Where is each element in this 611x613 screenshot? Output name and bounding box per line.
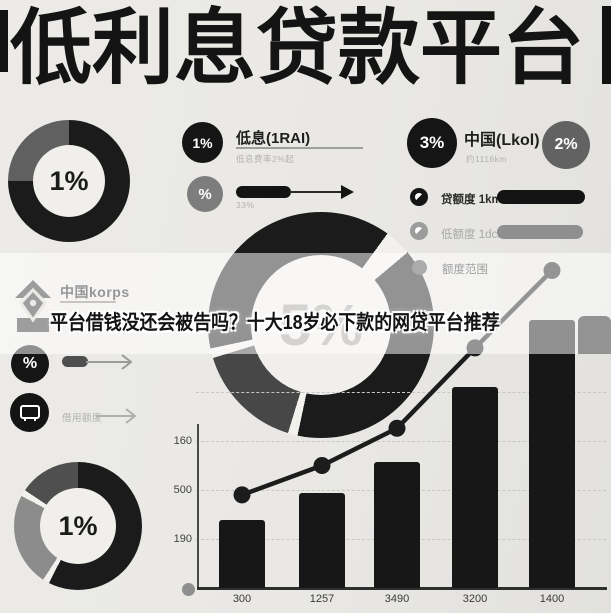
divider-line (236, 147, 363, 149)
bar (452, 387, 498, 588)
bar (299, 492, 345, 588)
brand-label: 中国korps (60, 284, 130, 300)
brand-underline (60, 301, 116, 303)
quota-bar-dark (497, 190, 585, 204)
donut-chart-top-left: 1% (8, 120, 130, 242)
low-interest-subtitle: 低息费率2%起 (236, 154, 295, 164)
arrow-shaft (289, 191, 341, 193)
right-edge-glyph-fragment (602, 6, 611, 84)
x-tick-label: 300 (232, 593, 252, 605)
china-badge-primary: 3% (407, 118, 457, 168)
origin-dot-icon (182, 583, 195, 596)
x-tick-label: 1257 (309, 593, 335, 605)
overlay-headline: 平台借钱没还会被告吗？十大18岁必下款的网贷平台推荐 (50, 312, 500, 334)
y-tick-label: 160 (173, 435, 192, 447)
bar (529, 320, 575, 588)
bar (374, 461, 420, 588)
low-interest-badge: 1% (182, 122, 223, 163)
rate-label: 33% (236, 200, 255, 210)
china-badge-secondary: 2% (542, 121, 590, 169)
gauge-icon (410, 222, 428, 240)
donut-value: 1% (40, 488, 116, 564)
y-tick-label: 500 (173, 484, 192, 496)
line-point (388, 419, 406, 437)
china-panel-title: 中国(Lkol) (464, 132, 540, 149)
x-tick-label: 1400 (539, 593, 565, 605)
arrow-right-icon (96, 408, 137, 424)
line-point (313, 457, 331, 474)
bar (219, 520, 265, 588)
arrow-head-icon (341, 185, 354, 199)
legend-dot-icon (412, 260, 427, 275)
mini-pill (62, 356, 88, 367)
progress-pill (236, 186, 291, 198)
translucent-band (0, 253, 611, 354)
donut-chart-bottom-left: 1% (14, 462, 142, 590)
x-axis (197, 587, 607, 590)
line-point (233, 486, 251, 504)
arrow-right-icon (86, 354, 133, 370)
quota-row-label: 低额度 1dcd (441, 229, 504, 241)
monitor-row-label: 借用额度 (62, 413, 103, 424)
monitor-icon (10, 393, 49, 432)
legend-label: 额度范围 (442, 264, 488, 276)
y-tick-label: 190 (173, 533, 192, 545)
x-tick-label: 3200 (462, 593, 488, 605)
low-interest-title: 低息(1RAI) (236, 130, 311, 147)
donut-value: 1% (33, 145, 105, 217)
china-panel-subtitle: 约1116km (466, 154, 507, 164)
left-edge-glyph-fragment (0, 10, 8, 72)
percent-badge: % (187, 176, 223, 212)
y-axis (197, 424, 199, 589)
gauge-icon (410, 188, 428, 206)
quota-bar-gray (497, 225, 583, 239)
x-tick-label: 3490 (384, 593, 410, 605)
quota-row-label: 贷额度 1km (441, 194, 502, 206)
page-title: 低利息贷款平台 (10, 3, 585, 94)
